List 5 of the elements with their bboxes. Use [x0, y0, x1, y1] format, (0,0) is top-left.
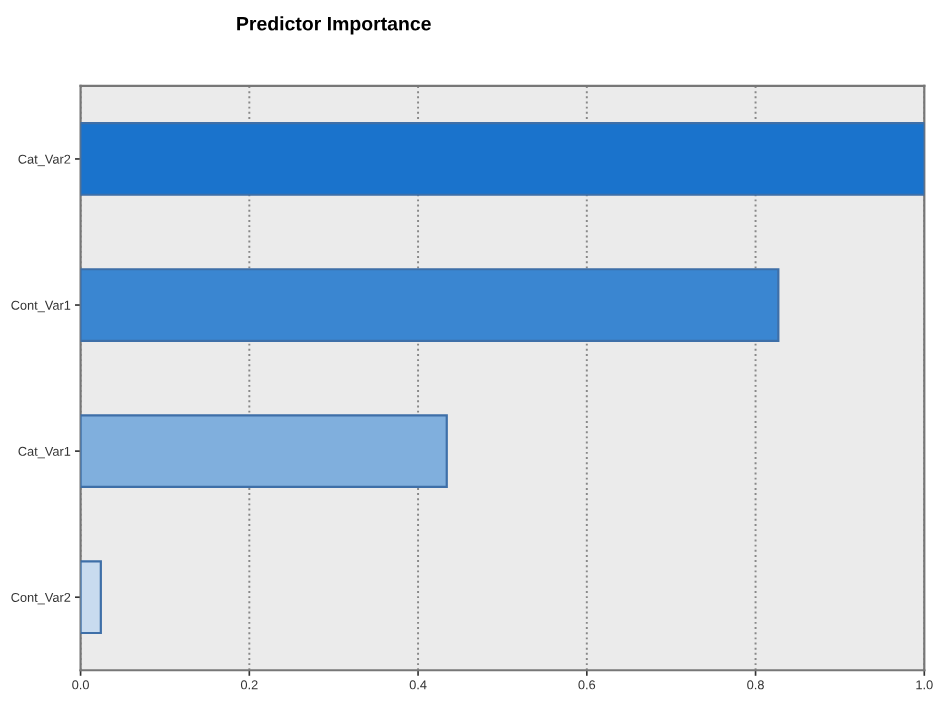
- bar: [80, 560, 102, 635]
- chart-title: Predictor Importance: [237, 16, 431, 35]
- bar: [80, 268, 780, 342]
- bar: [80, 414, 448, 489]
- bar: [80, 122, 925, 196]
